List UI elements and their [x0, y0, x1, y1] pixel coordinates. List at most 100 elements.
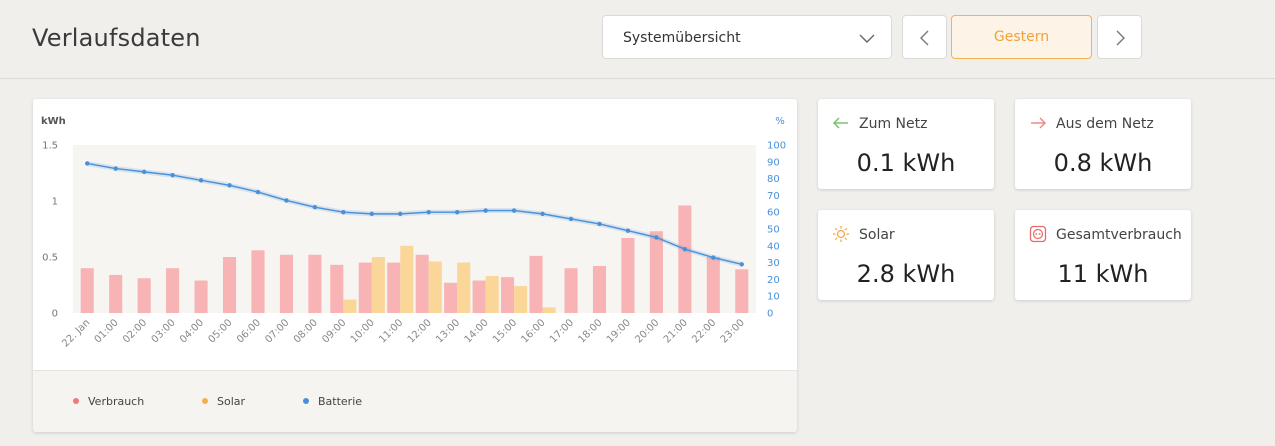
bar-verbrauch	[501, 277, 515, 313]
right-tick-label: 80	[767, 174, 780, 185]
bar-verbrauch	[308, 254, 322, 313]
bar-verbrauch	[649, 231, 663, 313]
x-tick-label: 10:00	[349, 317, 377, 345]
x-tick-label: 04:00	[178, 317, 206, 345]
batterie-point	[398, 211, 403, 217]
right-tick-label: 10	[767, 292, 780, 303]
right-tick-label: 30	[767, 258, 780, 269]
chevron-left-icon	[920, 30, 929, 46]
chart-legend: Verbrauch Solar Batterie	[33, 370, 797, 432]
batterie-point	[312, 204, 318, 210]
right-tick-label: 100	[767, 141, 786, 152]
x-tick-label: 11:00	[377, 317, 405, 345]
history-chart-card: kWh% 1.5 1 0.5 0 100 90 80 70 60 50 40 30 20 10 0 22. Ja…	[33, 99, 797, 432]
batterie-point	[198, 178, 204, 183]
legend-dot-verbrauch	[73, 398, 79, 404]
bar-verbrauch	[387, 262, 401, 313]
bar-verbrauch	[279, 254, 293, 313]
right-tick-label: 90	[767, 157, 780, 168]
legend-item-solar[interactable]: Solar	[202, 395, 245, 408]
batterie-point	[654, 235, 659, 240]
arrow-left-icon	[832, 117, 848, 129]
bar-solar	[542, 307, 556, 313]
stat-card-zum-netz: Zum Netz 0.1 kWh	[818, 99, 994, 189]
bar-verbrauch	[137, 278, 151, 313]
view-select-value: Systemübersicht	[623, 30, 741, 46]
x-tick-label: 20:00	[633, 317, 661, 345]
batterie-point	[369, 211, 375, 217]
x-tick-label: 16:00	[520, 317, 548, 345]
bar-verbrauch	[621, 237, 635, 313]
batterie-point	[625, 228, 631, 233]
bar-verbrauch	[415, 254, 429, 313]
date-button[interactable]: Gestern	[951, 15, 1092, 59]
left-axis-unit: kWh	[41, 116, 66, 127]
right-tick-label: 0	[767, 309, 773, 320]
batterie-point	[141, 169, 147, 175]
batterie-point	[540, 211, 545, 217]
bar-verbrauch	[109, 274, 123, 313]
x-tick-label: 12:00	[406, 317, 434, 345]
x-tick-label: 15:00	[491, 317, 519, 345]
x-tick-label: 19:00	[605, 317, 633, 345]
next-day-button[interactable]	[1097, 15, 1142, 59]
x-tick-label: 03:00	[150, 317, 178, 345]
stat-value: 11 kWh	[1057, 260, 1149, 288]
batterie-band	[87, 160, 742, 267]
x-tick-label: 01:00	[93, 317, 121, 345]
left-tick-label: 1.5	[42, 141, 58, 152]
legend-item-batterie[interactable]: Batterie	[303, 395, 362, 408]
batterie-point	[711, 255, 716, 260]
x-tick-label: 14:00	[463, 317, 491, 345]
legend-item-verbrauch[interactable]: Verbrauch	[73, 395, 144, 408]
batterie-point	[85, 161, 90, 166]
legend-label-solar: Solar	[217, 395, 246, 408]
view-select[interactable]: Systemübersicht	[602, 15, 892, 59]
batterie-point	[341, 210, 346, 215]
bar-verbrauch	[222, 257, 237, 313]
stat-card-solar: Solar 2.8 kWh	[818, 210, 994, 300]
bar-verbrauch	[706, 257, 720, 313]
x-tick-label: 13:00	[434, 317, 462, 345]
x-tick-label: 09:00	[320, 317, 348, 345]
bar-verbrauch	[735, 269, 749, 313]
legend-label-verbrauch: Verbrauch	[88, 395, 145, 408]
stat-value: 2.8 kWh	[856, 260, 956, 288]
stat-label: Aus dem Netz	[1056, 116, 1154, 132]
batterie-point	[483, 208, 488, 213]
bar-solar	[457, 262, 471, 313]
stat-card-gesamtverbrauch: Gesamtverbrauch 11 kWh	[1015, 210, 1191, 300]
right-tick-label: 40	[767, 241, 780, 252]
batterie-point	[284, 198, 289, 203]
legend-dot-batterie	[303, 398, 309, 404]
previous-day-button[interactable]	[902, 15, 947, 59]
stat-label: Solar	[859, 227, 895, 243]
stat-value: 0.8 kWh	[1053, 149, 1153, 177]
stat-value: 0.1 kWh	[856, 149, 956, 177]
bar-verbrauch	[564, 268, 578, 313]
bar-verbrauch	[472, 280, 486, 313]
bar-verbrauch	[194, 280, 208, 313]
batterie-line	[87, 162, 742, 265]
plug-outlet-icon	[1029, 225, 1047, 243]
bar-verbrauch	[592, 265, 607, 313]
x-tick-label: 07:00	[263, 317, 291, 345]
right-tick-label: 60	[767, 208, 780, 219]
bar-solar	[485, 276, 499, 313]
batterie-point	[113, 166, 118, 171]
right-axis-unit: %	[775, 116, 785, 127]
stat-label: Gesamtverbrauch	[1056, 227, 1182, 243]
x-tick-label: 21:00	[662, 317, 690, 345]
x-tick-label: 05:00	[206, 317, 234, 345]
x-tick-label: 23:00	[719, 317, 747, 345]
x-tick-label: 18:00	[576, 317, 604, 345]
right-tick-label: 20	[767, 275, 780, 286]
bar-verbrauch	[80, 268, 94, 313]
bar-solar	[371, 257, 385, 313]
x-tick-label: 22. Jan	[60, 317, 92, 349]
arrow-right-icon	[1031, 117, 1047, 129]
batterie-point	[682, 246, 688, 252]
right-tick-label: 50	[767, 225, 780, 236]
stat-label: Zum Netz	[859, 116, 928, 132]
bar-verbrauch	[444, 282, 458, 313]
